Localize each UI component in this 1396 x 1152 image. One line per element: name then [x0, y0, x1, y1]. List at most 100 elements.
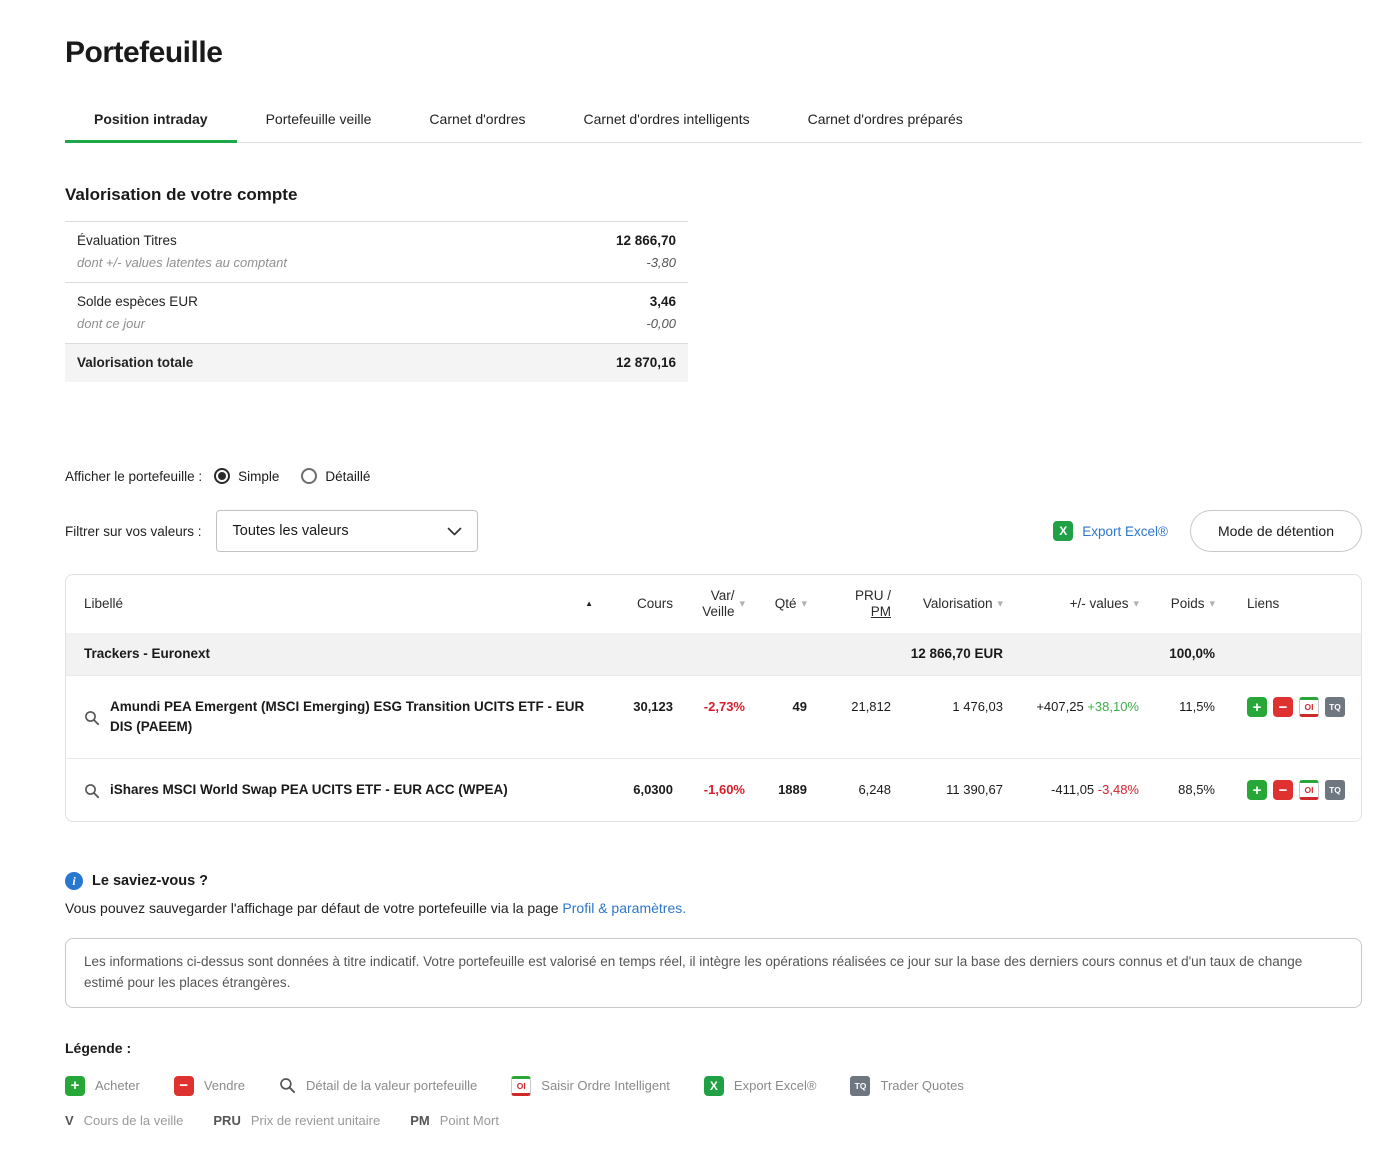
sell-icon: − — [173, 1075, 194, 1096]
radio-simple[interactable] — [214, 468, 231, 484]
radio-detaille-label[interactable]: Détaillé — [325, 468, 371, 484]
group-valorisation: 12 866,70 EUR — [910, 646, 1003, 661]
tip-title: Le saviez-vous ? — [92, 873, 209, 889]
valuation-section-title: Valorisation de votre compte — [65, 185, 298, 204]
valuation-subvalue: -0,00 — [646, 316, 676, 331]
holding-links: + − OI TQ — [1221, 772, 1349, 808]
abbr-code: PRU — [213, 1112, 241, 1128]
sort-caret-icon[interactable]: ▾ — [1209, 598, 1215, 610]
column-header-var-veille[interactable]: Var/ Veille ▾ — [679, 580, 751, 628]
abbr-code: V — [65, 1112, 74, 1128]
sort-caret-icon[interactable]: ▾ — [739, 598, 745, 610]
sell-icon[interactable]: − — [1273, 697, 1293, 717]
holding-pm-values: +407,25 +38,10% — [1009, 689, 1145, 725]
legend-label: Export Excel® — [733, 1078, 817, 1094]
holding-row-wpea[interactable]: iShares MSCI World Swap PEA UCITS ETF - … — [66, 758, 1361, 821]
group-values-spacer — [1009, 646, 1145, 662]
column-header-poids[interactable]: Poids ▾ — [1145, 586, 1221, 622]
values-filter-select[interactable]: Toutes les valeurs — [215, 510, 478, 552]
legend-label: Détail de la valeur portefeuille — [306, 1078, 478, 1094]
group-liens-spacer — [1221, 646, 1349, 662]
trader-quotes-icon[interactable]: TQ — [1325, 697, 1345, 717]
group-row-trackers-euronext: Trackers - Euronext 12 866,70 EUR 100,0% — [66, 633, 1361, 675]
trader-quotes-icon[interactable]: TQ — [1325, 780, 1345, 800]
export-excel-link[interactable]: X Export Excel® — [1053, 521, 1168, 541]
holdings-table: Libellé ▲ Cours Var/ Veille ▾ Qté ▾ — [65, 574, 1362, 822]
smart-order-icon: OI — [511, 1075, 532, 1096]
holdings-table-header: Libellé ▲ Cours Var/ Veille ▾ Qté ▾ — [66, 575, 1361, 633]
valuation-row-total: Valorisation totale 12 870,16 — [65, 343, 688, 382]
sort-caret-icon[interactable]: ▾ — [1133, 598, 1139, 610]
info-icon: i — [65, 872, 83, 890]
tab-portefeuille-veille[interactable]: Portefeuille veille — [265, 111, 372, 127]
buy-icon[interactable]: + — [1247, 697, 1267, 717]
trader-quotes-icon: TQ — [850, 1075, 871, 1096]
column-header-liens: Liens — [1247, 596, 1280, 611]
holding-cours: 30,123 — [633, 699, 673, 714]
excel-icon: X — [1053, 521, 1074, 541]
pm-value-abs: -411,05 — [1051, 782, 1095, 797]
var-header-line1: Var/ — [710, 588, 735, 603]
tab-position-intraday[interactable]: Position intraday — [65, 98, 237, 143]
holding-var: -2,73% — [703, 699, 745, 714]
holding-pm-values: -411,05 -3,48% — [1009, 772, 1145, 808]
holding-qte: 49 — [792, 699, 807, 714]
column-header-valorisation[interactable]: Valorisation ▾ — [897, 586, 1009, 622]
sort-caret-icon[interactable]: ▾ — [997, 598, 1003, 610]
legend-title: Légende : — [65, 1039, 132, 1056]
tab-carnet-ordres-prepares[interactable]: Carnet d'ordres préparés — [807, 111, 963, 127]
holding-pru: 21,812 — [851, 699, 891, 714]
holding-row-paeem[interactable]: Amundi PEA Emergent (MSCI Emerging) ESG … — [66, 675, 1361, 758]
display-mode-label: Afficher le portefeuille : — [65, 468, 203, 484]
radio-detaille[interactable] — [301, 468, 318, 484]
profil-parametres-link[interactable]: Profil & paramètres. — [562, 900, 687, 916]
valuation-total-value: 12 870,16 — [615, 355, 676, 370]
legend-item-ordre-intelligent: OI Saisir Ordre Intelligent — [511, 1075, 670, 1096]
pm-value-pct: -3,48% — [1097, 782, 1139, 797]
pru-header-line1: PRU / — [854, 588, 891, 603]
holding-name: iShares MSCI World Swap PEA UCITS ETF - … — [110, 782, 508, 797]
holding-pru: 6,248 — [858, 782, 891, 797]
valuation-sublabel: dont ce jour — [77, 316, 145, 331]
tab-bar: Position intraday Portefeuille veille Ca… — [65, 98, 1362, 143]
column-header-libelle[interactable]: Libellé ▲ — [78, 586, 599, 622]
sell-icon[interactable]: − — [1273, 780, 1293, 800]
sort-caret-icon[interactable]: ▾ — [801, 598, 807, 610]
column-header-pru-pm[interactable]: PRU / PM — [813, 580, 897, 628]
buy-icon[interactable]: + — [1247, 780, 1267, 800]
abbr-item-pru: PRU Prix de revient unitaire — [213, 1113, 380, 1128]
abbr-label: Prix de revient unitaire — [250, 1112, 381, 1128]
smart-order-icon[interactable]: OI — [1299, 780, 1319, 800]
column-header-cours[interactable]: Cours — [636, 596, 673, 611]
holding-name: Amundi PEA Emergent (MSCI Emerging) ESG … — [110, 699, 585, 734]
sort-ascending-icon[interactable]: ▲ — [585, 599, 593, 608]
holding-libelle-cell: iShares MSCI World Swap PEA UCITS ETF - … — [78, 772, 599, 808]
search-icon — [279, 1077, 296, 1094]
valuation-label: Évaluation Titres — [77, 233, 177, 248]
holding-poids: 11,5% — [1179, 699, 1215, 714]
tab-carnet-ordres[interactable]: Carnet d'ordres — [429, 111, 526, 127]
filter-bar: Filtrer sur vos valeurs : Toutes les val… — [65, 510, 1362, 552]
legend-item-detail: Détail de la valeur portefeuille — [279, 1077, 477, 1094]
tip-header: i Le saviez-vous ? — [65, 872, 1362, 890]
libelle-header-label: Libellé — [84, 596, 124, 611]
smart-order-icon[interactable]: OI — [1299, 697, 1319, 717]
column-header-qte[interactable]: Qté ▾ — [751, 586, 813, 622]
legend-items-row: + Acheter − Vendre Détail de la valeur p… — [65, 1075, 1362, 1096]
holding-links: + − OI TQ — [1221, 689, 1349, 725]
search-icon[interactable] — [84, 710, 100, 726]
valuation-total-label: Valorisation totale — [77, 355, 194, 370]
radio-simple-label[interactable]: Simple — [238, 468, 280, 484]
mode-detention-button[interactable]: Mode de détention — [1190, 510, 1362, 552]
pm-header-line2: PM — [870, 604, 891, 619]
tab-carnet-ordres-intelligents[interactable]: Carnet d'ordres intelligents — [583, 111, 750, 127]
valuation-label: Solde espèces EUR — [77, 294, 198, 309]
valuation-value: 12 866,70 — [615, 233, 676, 248]
group-label: Trackers - Euronext — [84, 646, 211, 661]
search-icon[interactable] — [84, 783, 100, 799]
values-header-label: +/- values — [1069, 596, 1129, 611]
var-header-line2: Veille — [702, 604, 735, 619]
column-header-values[interactable]: +/- values ▾ — [1009, 586, 1145, 622]
legend-item-acheter: + Acheter — [65, 1075, 140, 1096]
